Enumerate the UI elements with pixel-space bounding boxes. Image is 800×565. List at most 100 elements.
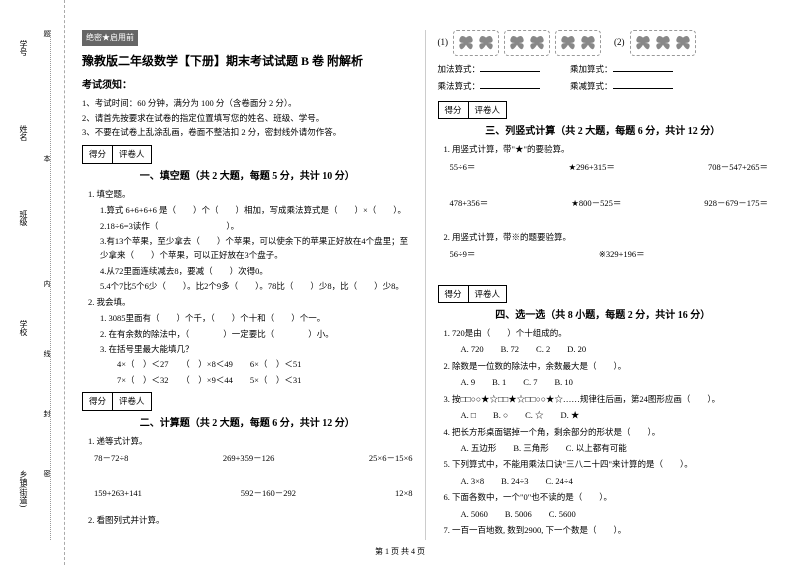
- equation-row: 159+263+141 592－160－292 12×8: [82, 486, 413, 500]
- expr: 928－679－175＝: [704, 196, 768, 210]
- question: 2. 我会填。: [82, 295, 413, 309]
- notice-heading: 考试须知：: [82, 77, 413, 94]
- blank-line: [613, 79, 673, 89]
- mc-options: A. 3×8 B. 24÷3 C. 24÷4: [438, 474, 769, 488]
- margin-label: 乡镇(街道): [18, 470, 29, 507]
- secrecy-tag: 绝密★启用前: [82, 30, 138, 46]
- butterfly-icon: [559, 34, 577, 52]
- butterfly-icon: [508, 34, 526, 52]
- eq-label: 乘加算式：: [570, 64, 613, 74]
- mc-question: 6. 下面各数中，一个"0"也不读的是（ ）。: [438, 490, 769, 504]
- notice-item: 1、考试时间：60 分钟，满分为 100 分（含卷面分 2 分）。: [82, 97, 413, 110]
- expr: 708－547+265＝: [708, 160, 768, 174]
- sub-question: 1.算式 6+6+6+6 是（ ）个（ ）相加，写成乘法算式是（ ）×（ ）。: [82, 203, 413, 217]
- eq-label: 乘法算式：: [438, 81, 481, 91]
- equation-row: 56÷9＝ ※329+196＝: [438, 247, 769, 261]
- sub-question: 2. 在有余数的除法中，（ ）一定要比（ ）小。: [82, 327, 413, 341]
- sub-question: 3. 在括号里最大能填几？: [82, 342, 413, 356]
- sub-question: 3.有13个苹果，至少拿去（ ）个苹果，可以使余下的苹果正好放在4个盘里；至少拿…: [82, 234, 413, 263]
- score-box: 得分 评卷人: [438, 285, 508, 303]
- equation-row: 78－72÷8 269+359－126 25×6－15×6: [82, 451, 413, 465]
- score-label: 得分: [439, 102, 469, 118]
- mc-options: A. 9 B. 1 C. 7 B. 10: [438, 375, 769, 389]
- margin-label: 班级: [18, 210, 29, 226]
- eq-label: 加法算式：: [438, 64, 481, 74]
- expr: ★800－525＝: [571, 196, 621, 210]
- reviewer-label: 评卷人: [469, 286, 507, 302]
- mc-options: A. 五边形 B. 三角形 C. 以上都有可能: [438, 441, 769, 455]
- score-box: 得分 评卷人: [438, 101, 508, 119]
- dotted-fold-line: [50, 30, 51, 540]
- score-label: 得分: [83, 393, 113, 409]
- expr: 159+263+141: [94, 486, 142, 500]
- butterfly-icon: [674, 34, 692, 52]
- blank-line: [613, 62, 673, 72]
- butterfly-group: [630, 30, 696, 56]
- question: 2. 看图列式并计算。: [82, 513, 413, 527]
- butterfly-group: [555, 30, 601, 56]
- sub-question: 5.4个7比5个6少（ ）。比2个9多（ ）。78比（ ）少8，比（ ）少8。: [82, 279, 413, 293]
- score-label: 得分: [83, 146, 113, 162]
- reviewer-label: 评卷人: [113, 393, 151, 409]
- butterfly-group: [453, 30, 499, 56]
- group-label: (1): [438, 35, 449, 50]
- mc-question: 7. 一百一百地数, 数到2900, 下一个数是（ ）。: [438, 523, 769, 537]
- blank-line: [480, 79, 540, 89]
- margin-label: 姓名: [18, 125, 29, 141]
- butterfly-icon: [654, 34, 672, 52]
- eq-label: 乘减算式：: [570, 81, 613, 91]
- question: 1. 递等式计算。: [82, 434, 413, 448]
- butterfly-icon: [457, 34, 475, 52]
- sub-question: 7×（ ）＜32 （ ）×9＜44 5×（ ）＜31: [82, 373, 413, 387]
- exam-title: 豫教版二年级数学【下册】期末考试试题 B 卷 附解析: [82, 51, 413, 71]
- margin-label: 学号: [18, 40, 29, 56]
- butterfly-figure: (1) (2): [438, 30, 769, 56]
- score-box: 得分 评卷人: [82, 392, 152, 410]
- butterfly-icon: [477, 34, 495, 52]
- expr: 55÷6＝: [450, 160, 476, 174]
- butterfly-icon: [634, 34, 652, 52]
- mc-question: 4. 把长方形桌面锯掉一个角，剩余部分的形状是（ ）。: [438, 425, 769, 439]
- expr: ★296+315＝: [568, 160, 614, 174]
- expr: 25×6－15×6: [369, 451, 413, 465]
- page-content: 绝密★启用前 豫教版二年级数学【下册】期末考试试题 B 卷 附解析 考试须知： …: [70, 30, 780, 540]
- butterfly-icon: [579, 34, 597, 52]
- mc-options: A. □ B. ○ C. ☆ D. ★: [438, 408, 769, 422]
- sub-question: 2.18÷6=3读作（ ）。: [82, 219, 413, 233]
- expr: 478+356＝: [450, 196, 489, 210]
- mc-question: 3. 按□□○○★☆□□★☆□□○○★☆……规律往后画，第24图形应画（ ）。: [438, 392, 769, 406]
- page-footer: 第 1 页 共 4 页: [0, 546, 800, 557]
- equation-row: 478+356＝ ★800－525＝ 928－679－175＝: [438, 196, 769, 210]
- binding-margin: 学号 姓名 班级 学校 乡镇(街道) 题 本 内 线 封 密: [0, 0, 65, 565]
- group-label: (2): [614, 35, 625, 50]
- sub-question: 1. 3085里面有（ ）个千，（ ）个十和（ ）个一。: [82, 311, 413, 325]
- blank-line: [480, 62, 540, 72]
- section-title: 四、选一选（共 8 小题，每题 2 分，共计 16 分）: [438, 307, 769, 324]
- question: 2. 用竖式计算，带※的题要验算。: [438, 230, 769, 244]
- expr: 56÷9＝: [450, 247, 476, 261]
- notice-item: 2、请首先按要求在试卷的指定位置填写您的姓名、班级、学号。: [82, 112, 413, 125]
- reviewer-label: 评卷人: [469, 102, 507, 118]
- mc-question: 5. 下列算式中，不能用乘法口诀"三八二十四"来计算的是（ ）。: [438, 457, 769, 471]
- mc-question: 2. 除数是一位数的除法中，余数最大是（ ）。: [438, 359, 769, 373]
- question: 1. 填空题。: [82, 187, 413, 201]
- sub-question: 4.从72里面连续减去8，要减（ ）次得0。: [82, 264, 413, 278]
- butterfly-icon: [528, 34, 546, 52]
- expr: 269+359－126: [223, 451, 275, 465]
- mc-question: 1. 720是由（ ）个十组成的。: [438, 326, 769, 340]
- score-box: 得分 评卷人: [82, 145, 152, 163]
- equation-line: 加法算式： 乘加算式：: [438, 62, 769, 76]
- expr: 12×8: [395, 486, 413, 500]
- mc-options: A. 720 B. 72 C. 2 D. 20: [438, 342, 769, 356]
- section-title: 三、列竖式计算（共 2 大题，每题 6 分，共计 12 分）: [438, 123, 769, 140]
- sub-question: 4×（ ）＜27 （ ）×8＜49 6×（ ）＜51: [82, 357, 413, 371]
- section-title: 一、填空题（共 2 大题，每题 5 分，共计 10 分）: [82, 168, 413, 185]
- margin-label: 学校: [18, 320, 29, 336]
- expr: ※329+196＝: [599, 247, 645, 261]
- equation-line: 乘法算式： 乘减算式：: [438, 79, 769, 93]
- equation-row: 55÷6＝ ★296+315＝ 708－547+265＝: [438, 160, 769, 174]
- left-column: 绝密★启用前 豫教版二年级数学【下册】期末考试试题 B 卷 附解析 考试须知： …: [70, 30, 426, 540]
- notice-item: 3、不要在试卷上乱涂乱画，卷面不整洁扣 2 分，密封线外请勿作答。: [82, 126, 413, 139]
- question: 1. 用竖式计算，带"★"的要验算。: [438, 142, 769, 156]
- right-column: (1) (2) 加法算式： 乘加算式：: [426, 30, 781, 540]
